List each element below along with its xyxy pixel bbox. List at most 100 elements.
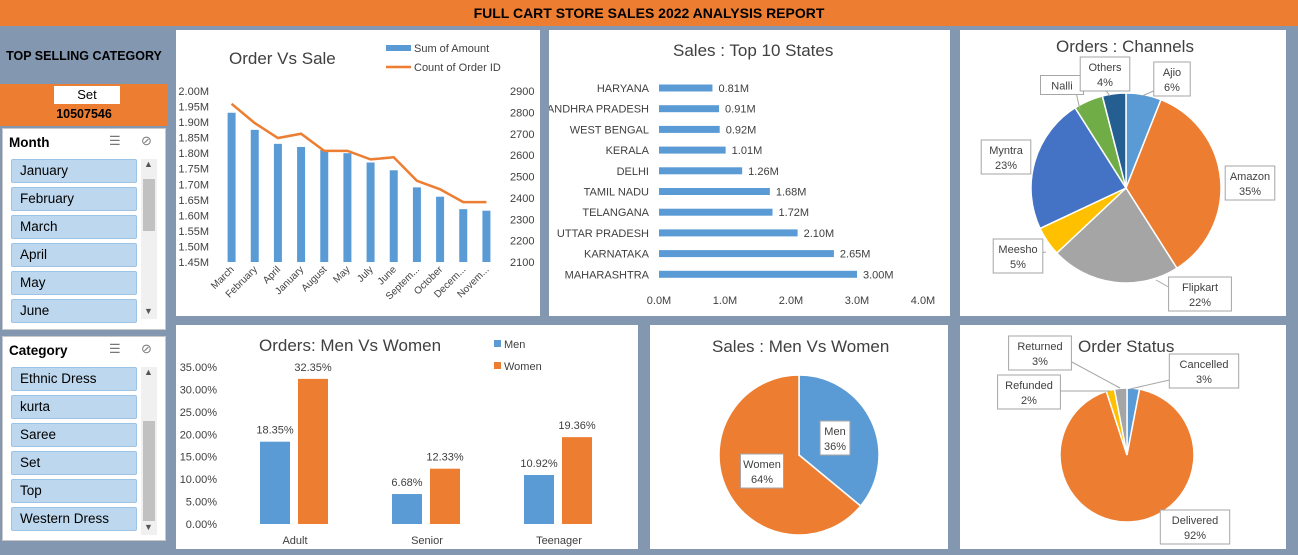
state-bar: [659, 146, 726, 154]
channel-label-flipkart: 22%: [1189, 297, 1211, 309]
slicer-item-category-kurta[interactable]: kurta: [11, 395, 137, 419]
state-value-label: 0.92M: [726, 124, 757, 136]
bar-sum-of-amount: [412, 187, 421, 262]
category-scrollbar[interactable]: ▲ ▼: [141, 367, 157, 535]
state-bar: [659, 188, 770, 195]
bar-sum-of-amount: [389, 170, 398, 262]
state-label: KARNATAKA: [584, 249, 650, 261]
state-bar: [659, 84, 713, 92]
y-tick-label-right: 2700: [510, 129, 534, 141]
leader-line: [1129, 378, 1175, 390]
multi-select-icon[interactable]: ☰: [109, 133, 121, 148]
slicer-item-category-saree[interactable]: Saree: [11, 423, 137, 447]
top-states-panel: Sales : Top 10 States HARYANA 0.81M ANDHRA…: [547, 30, 950, 316]
channel-label-myntra-box: [980, 139, 1032, 175]
x-tick-label: Teenager: [536, 535, 582, 547]
channels-chart: Ajio 6% Amazon 35% Flipkart 22% Meesho 5% Myntra…: [980, 56, 1276, 312]
chart-title: Orders: Men Vs Women: [259, 336, 442, 355]
y-tick-label-right: 2500: [510, 172, 534, 184]
orders-gender-panel: Orders: Men Vs Women 0.00% 5.00% 10.00% 15.…: [176, 325, 638, 549]
slicer-item-category-top[interactable]: Top: [11, 479, 137, 503]
status-label-cancelled-box: [1168, 353, 1240, 389]
chart-title: Order Status: [1078, 337, 1175, 356]
slicer-item-category-western-dress[interactable]: Western Dress: [11, 507, 137, 531]
state-bar: [659, 167, 743, 175]
state-value-label: 1.72M: [779, 207, 810, 219]
y-tick-label-left: 1.95M: [178, 102, 209, 114]
bar-sum-of-amount: [227, 112, 236, 262]
scroll-thumb[interactable]: [143, 179, 155, 231]
scroll-down-icon[interactable]: ▼: [144, 522, 153, 532]
bar-sum-of-amount: [320, 150, 329, 262]
scroll-down-icon[interactable]: ▼: [144, 306, 153, 316]
bar-value-label: 12.33%: [426, 452, 464, 464]
channels-panel: Orders : Channels Ajio 6% Amazon 35% Flipkar…: [960, 30, 1286, 316]
legend-label: Women: [504, 361, 542, 373]
top-selling-category: Set: [54, 86, 120, 104]
status-label-returned-box: [1008, 335, 1072, 371]
state-value-label: 0.91M: [725, 104, 756, 116]
y-tick-label-left: 1.60M: [178, 210, 209, 222]
y-tick-label-left: 1.55M: [178, 226, 209, 238]
y-tick-label: 0.00%: [186, 519, 217, 531]
y-tick-label: 5.00%: [186, 497, 217, 509]
slicer-item-month-april[interactable]: April: [11, 243, 137, 267]
slicer-item-month-june[interactable]: June: [11, 299, 137, 323]
state-label: HARYANA: [597, 83, 650, 95]
legend-swatch-women: [494, 362, 501, 369]
y-tick-label: 25.00%: [180, 407, 218, 419]
state-label: ANDHRA PRADESH: [549, 104, 649, 116]
legend-label: Men: [504, 339, 525, 351]
order-vs-sale-chart: 1.45M 1.50M 1.55M 1.60M 1.65M 1.70M 1.75M 1.80M…: [178, 43, 534, 302]
y-tick-label: 20.00%: [180, 429, 218, 441]
scroll-thumb[interactable]: [143, 421, 155, 521]
bar-women: [562, 437, 592, 524]
multi-select-icon[interactable]: ☰: [109, 341, 121, 356]
sales-label-men: Men: [824, 426, 845, 438]
slicer-item-month-march[interactable]: March: [11, 215, 137, 239]
y-tick-label-right: 2100: [510, 257, 534, 269]
order-status-chart: Cancelled 3% Delivered 92% Refunded 2% Returne…: [997, 335, 1240, 545]
channel-slice-flipkart: [1055, 186, 1178, 284]
bar-value-label: 32.35%: [294, 362, 332, 374]
state-label: MAHARASHTRA: [565, 269, 650, 281]
clear-filter-icon[interactable]: ⊘: [141, 341, 152, 356]
leader-line: [1069, 360, 1121, 389]
sales-label-men: 36%: [824, 441, 846, 453]
bar-value-label: 6.68%: [391, 477, 422, 489]
x-tick-label: July: [355, 264, 375, 284]
state-label: TELANGANA: [582, 207, 649, 219]
chart-title: Sales : Men Vs Women: [712, 337, 890, 356]
bar-sum-of-amount: [297, 146, 306, 262]
state-label: TAMIL NADU: [584, 187, 649, 199]
month-scrollbar[interactable]: ▲ ▼: [141, 159, 157, 319]
status-label-returned: Returned: [1017, 341, 1062, 353]
clear-filter-icon[interactable]: ⊘: [141, 133, 152, 148]
bar-value-label: 10.92%: [520, 458, 558, 470]
sales-gender-chart: Men 36% Women 64%: [718, 374, 880, 536]
slicer-item-category-ethnic-dress[interactable]: Ethnic Dress: [11, 367, 137, 391]
x-tick-label: 4.0M: [911, 295, 935, 307]
x-tick-label: 0.0M: [647, 295, 671, 307]
slicer-item-month-january[interactable]: January: [11, 159, 137, 183]
month-slicer-title: Month: [9, 135, 50, 150]
state-label: DELHI: [617, 166, 649, 178]
slicer-item-month-may[interactable]: May: [11, 271, 137, 295]
slicer-item-category-set[interactable]: Set: [11, 451, 137, 475]
status-label-delivered-box: [1159, 509, 1231, 545]
legend-swatch-men: [494, 340, 501, 347]
scroll-up-icon[interactable]: ▲: [144, 159, 153, 169]
state-label: KERALA: [606, 145, 650, 157]
channel-label-meesho-box: [992, 238, 1044, 274]
sales-label-women: Women: [743, 459, 781, 471]
x-tick-label: 3.0M: [845, 295, 869, 307]
state-value-label: 1.26M: [748, 166, 779, 178]
scroll-up-icon[interactable]: ▲: [144, 367, 153, 377]
slicer-item-month-february[interactable]: February: [11, 187, 137, 211]
channel-label-amazon: 35%: [1239, 186, 1261, 198]
state-bar: [659, 270, 857, 278]
chart-title: Orders : Channels: [1056, 37, 1194, 56]
bar-sum-of-amount: [436, 196, 445, 262]
legend-swatch-sum-of-amount: [386, 45, 411, 51]
channel-label-ajio: Ajio: [1163, 67, 1181, 79]
